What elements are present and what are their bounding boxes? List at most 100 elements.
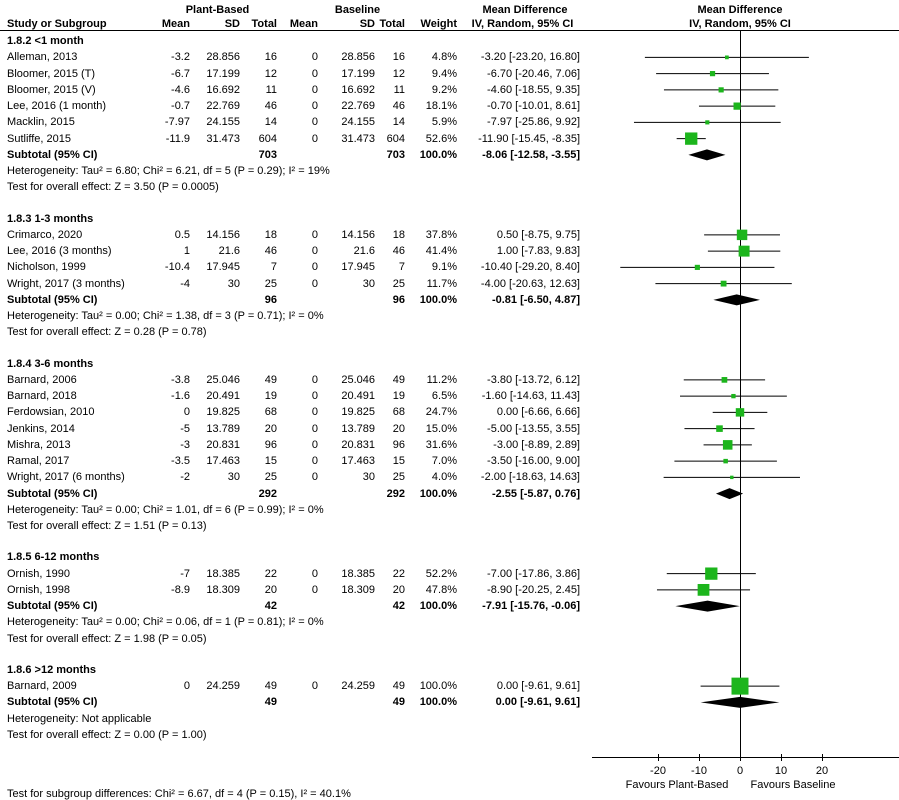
- study-name: Ornish, 1990: [7, 567, 70, 580]
- plant-mean-value: -11.9: [165, 132, 190, 145]
- weight-value: 6.5%: [431, 390, 457, 402]
- heterogeneity-text: Heterogeneity: Tau² = 0.00; Chi² = 0.06,…: [7, 616, 324, 629]
- plant-sd-value: 18.309: [206, 583, 240, 596]
- baseline-total-value: 46: [392, 245, 405, 257]
- study-row: Wright, 2017 (3 months) -4 30 25 0 30 25 11.7% -…: [0, 276, 899, 292]
- baseline-total-value: 25: [392, 277, 405, 290]
- weight-value: 9.4%: [431, 67, 457, 80]
- ci-text-value: -7.00 [-17.86, 3.86]: [487, 567, 580, 580]
- subtotal-plant-total: 49: [264, 696, 277, 709]
- study-name: Wright, 2017 (3 months): [7, 277, 125, 290]
- plant-sd-value: 30: [227, 277, 240, 290]
- weight-value: 15.0%: [425, 422, 457, 435]
- baseline-sd-value: 30: [362, 471, 375, 484]
- baseline-total-value: 49: [392, 680, 405, 692]
- overall-effect-row: Test for overall effect: Z = 1.98 (P = 0…: [0, 631, 899, 647]
- ci-text-value: -3.20 [-23.20, 16.80]: [480, 51, 580, 64]
- study-row: Ferdowsian, 2010 0 19.825 68 0 19.825 68 24.7% 0…: [0, 404, 899, 420]
- overall-effect-text: Test for overall effect: Z = 0.28 (P = 0…: [7, 326, 207, 339]
- baseline-mean-value: 0: [311, 373, 318, 386]
- ci-text-value: -4.00 [-20.63, 12.63]: [480, 277, 580, 290]
- baseline-total-value: 19: [392, 390, 405, 402]
- subtotal-plant-total: 96: [264, 293, 277, 306]
- plant-sd-value: 16.692: [206, 83, 240, 96]
- baseline-sd-value: 13.789: [341, 422, 375, 435]
- weight-value: 100.0%: [419, 680, 457, 692]
- subtotal-label: Subtotal (95% CI): [7, 148, 98, 161]
- baseline-mean-value: 0: [311, 277, 318, 290]
- subtotal-row: Subtotal (95% CI) 96 96 100.0% -0.81 [-6.50,…: [0, 292, 899, 308]
- plant-total-value: 96: [264, 438, 277, 451]
- heterogeneity-text: Heterogeneity: Tau² = 0.00; Chi² = 1.38,…: [7, 310, 324, 322]
- study-name: Alleman, 2013: [7, 51, 78, 64]
- plant-total-value: 49: [264, 373, 277, 386]
- plant-mean-value: 0.5: [174, 228, 190, 241]
- baseline-total-value: 15: [392, 455, 405, 467]
- plant-total-header: Total: [251, 18, 277, 30]
- baseline-mean-value: 0: [311, 455, 318, 467]
- baseline-sd-value: 28.856: [341, 51, 375, 64]
- weight-value: 11.7%: [426, 277, 457, 290]
- study-name: Bloomer, 2015 (T): [7, 67, 96, 80]
- baseline-sd-value: 22.769: [341, 100, 375, 112]
- ci-text-value: -1.60 [-14.63, 11.43]: [481, 390, 580, 402]
- plant-total-value: 12: [264, 67, 277, 80]
- baseline-total-value: 12: [392, 67, 405, 80]
- subtotal-row: Subtotal (95% CI) 703 703 100.0% -8.06 [-12.…: [0, 147, 899, 163]
- study-name: Lee, 2016 (1 month): [7, 100, 107, 112]
- overall-effect-row: Test for overall effect: Z = 0.28 (P = 0…: [0, 324, 899, 340]
- subtotal-plant-total: 292: [258, 487, 277, 500]
- overall-effect-text: Test for overall effect: Z = 3.50 (P = 0…: [7, 181, 219, 194]
- baseline-total-value: 68: [392, 406, 405, 419]
- baseline-mean-value: 0: [311, 67, 318, 80]
- plant-mean-value: 0: [183, 406, 190, 419]
- plant-total-value: 22: [264, 567, 277, 580]
- baseline-total-value: 96: [392, 438, 405, 451]
- baseline-sd-value: 31.473: [341, 132, 375, 145]
- baseline-sd-value: 24.155: [341, 116, 375, 129]
- plant-mean-value: -8.9: [171, 583, 190, 596]
- ci-text-value: -7.97 [-25.86, 9.92]: [487, 116, 580, 129]
- weight-value: 7.0%: [431, 455, 457, 467]
- baseline-sd-value: 14.156: [341, 228, 375, 241]
- section-heading-row: 1.8.3 1-3 months: [0, 211, 899, 227]
- overall-effect-text: Test for overall effect: Z = 1.98 (P = 0…: [7, 632, 207, 645]
- weight-value: 52.6%: [425, 132, 457, 145]
- baseline-mean-value: 0: [311, 51, 318, 64]
- baseline-sd-value: 20.831: [341, 438, 375, 451]
- subtotal-label: Subtotal (95% CI): [7, 600, 98, 612]
- plant-total-value: 15: [264, 455, 277, 467]
- study-row: Bloomer, 2015 (T) -6.7 17.199 12 0 17.199 12 9.…: [0, 66, 899, 82]
- plant-total-value: 14: [264, 116, 277, 129]
- weight-value: 47.8%: [425, 583, 457, 596]
- weight-value: 11.2%: [426, 373, 457, 386]
- study-name: Mishra, 2013: [7, 438, 71, 451]
- study-row: Alleman, 2013 -3.2 28.856 16 0 28.856 16 4.8% -3…: [0, 49, 899, 65]
- study-name: Ramal, 2017: [7, 455, 70, 467]
- plant-mean-value: -3.8: [171, 373, 190, 386]
- subtotal-baseline-total: 49: [392, 696, 405, 709]
- subtotal-ci-text: -2.55 [-5.87, 0.76]: [491, 487, 580, 500]
- heterogeneity-text: Heterogeneity: Tau² = 6.80; Chi² = 6.21,…: [7, 165, 330, 177]
- study-row: Sutliffe, 2015 -11.9 31.473 604 0 31.473 604 52…: [0, 131, 899, 147]
- study-column-header: Study or Subgroup: [7, 18, 107, 30]
- plant-sd-value: 17.945: [206, 261, 240, 274]
- plant-total-value: 18: [264, 228, 277, 241]
- weight-value: 5.9%: [431, 116, 457, 129]
- baseline-mean-value: 0: [311, 438, 318, 451]
- study-name: Wright, 2017 (6 months): [7, 471, 125, 484]
- ci-text-value: 0.00 [-9.61, 9.61]: [496, 680, 580, 692]
- plant-mean-value: 0: [183, 680, 190, 692]
- study-row: Jenkins, 2014 -5 13.789 20 0 13.789 20 15.0% -5.…: [0, 421, 899, 437]
- subtotal-plant-total: 42: [264, 600, 277, 612]
- subtotal-ci-text: -8.06 [-12.58, -3.55]: [482, 148, 580, 161]
- axis-tick-label: 10: [775, 765, 787, 777]
- plant-mean-value: -6.7: [171, 67, 190, 80]
- weight-value: 41.4%: [425, 245, 457, 257]
- baseline-mean-value: 0: [311, 680, 318, 692]
- baseline-mean-value: 0: [311, 116, 318, 129]
- study-row: Bloomer, 2015 (V) -4.6 16.692 11 0 16.692 11 9.…: [0, 82, 899, 98]
- overall-effect-text: Test for overall effect: Z = 0.00 (P = 1…: [7, 728, 207, 741]
- plant-total-value: 46: [264, 100, 277, 112]
